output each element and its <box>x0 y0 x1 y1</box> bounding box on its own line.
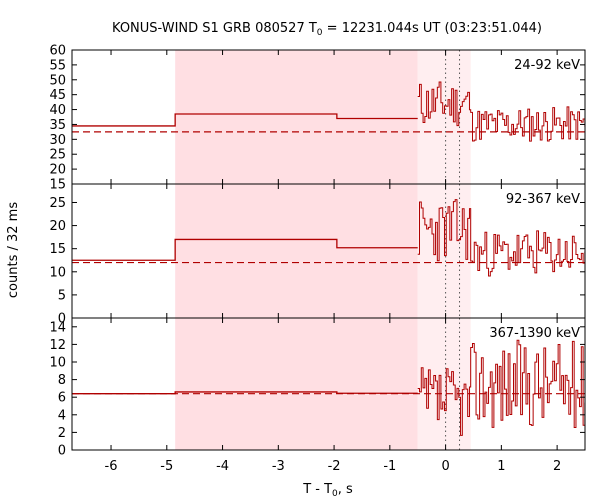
title-rest: = 12231.044s UT (03:23:51.044) <box>323 21 542 36</box>
energy-band-label: 367-1390 keV <box>489 326 580 341</box>
y-tick-label: 2 <box>58 426 66 441</box>
x-tick-label: -4 <box>216 459 229 474</box>
x-tick-label: -2 <box>328 459 341 474</box>
y-tick-label: 10 <box>49 265 66 280</box>
y-axis-label: counts / 32 ms <box>6 202 21 298</box>
chart-title: KONUS-WIND S1 GRB 080527 T0 = 12231.044s… <box>112 21 542 38</box>
y-tick-label: 4 <box>58 408 66 423</box>
x-tick-label: 1 <box>497 459 505 474</box>
x-axis-label: T - T0, s <box>302 482 353 499</box>
x-axis-label-rest: , s <box>338 482 353 497</box>
x-tick-label: -5 <box>160 459 173 474</box>
light-curve <box>417 199 585 277</box>
x-tick-label: -1 <box>383 459 396 474</box>
background-interval-shade <box>175 318 418 450</box>
light-curve <box>417 81 585 142</box>
y-tick-label: 15 <box>49 178 66 193</box>
y-tick-label: 40 <box>49 103 66 118</box>
background-interval-shade <box>175 50 418 184</box>
y-tick-label: 25 <box>49 196 66 211</box>
panel-frame <box>71 317 586 451</box>
title-subscript: 0 <box>317 28 323 38</box>
y-tick-label: 25 <box>49 148 66 163</box>
background-interval-shade <box>175 184 418 318</box>
y-tick-label: 20 <box>49 219 66 234</box>
step-histogram <box>72 238 418 261</box>
y-tick-label: 50 <box>49 73 66 88</box>
x-tick-label: 0 <box>441 459 449 474</box>
y-tick-label: 10 <box>49 356 66 371</box>
energy-band-label: 24-92 keV <box>514 58 580 73</box>
y-tick-label: 14 <box>49 320 66 335</box>
y-tick-label: 8 <box>58 373 66 388</box>
title-main: KONUS-WIND S1 GRB 080527 T <box>112 21 317 36</box>
x-tick-label: -3 <box>272 459 285 474</box>
y-tick-label: 30 <box>49 133 66 148</box>
step-histogram <box>72 391 418 395</box>
y-tick-label: 6 <box>58 391 66 406</box>
step-histogram <box>72 113 418 127</box>
x-tick-label: -6 <box>105 459 118 474</box>
energy-band-label: 92-367 keV <box>506 192 580 207</box>
y-tick-label: 12 <box>49 338 66 353</box>
y-tick-label: 45 <box>49 88 66 103</box>
y-tick-label: 15 <box>49 242 66 257</box>
y-tick-label: 20 <box>49 163 66 178</box>
x-tick-label: 2 <box>553 459 561 474</box>
y-tick-label: 0 <box>58 444 66 459</box>
y-tick-label: 0 <box>58 312 66 327</box>
y-tick-label: 5 <box>58 288 66 303</box>
y-tick-label: 55 <box>49 58 66 73</box>
y-tick-label: 35 <box>49 118 66 133</box>
x-axis-label-subscript: 0 <box>332 489 338 499</box>
light-curve <box>417 339 585 436</box>
x-axis-label-main: T - T <box>302 482 332 497</box>
panel-2: 0 5 10 15 20 25 92-367 keV <box>49 183 586 327</box>
x-tick-labels: -6 -5 -4 -3 -2 -1 0 1 2 <box>105 459 562 474</box>
y-tick-label: 60 <box>49 44 66 59</box>
panel-3: 0 2 4 6 8 10 12 14 367-1390 keV <box>49 317 586 459</box>
